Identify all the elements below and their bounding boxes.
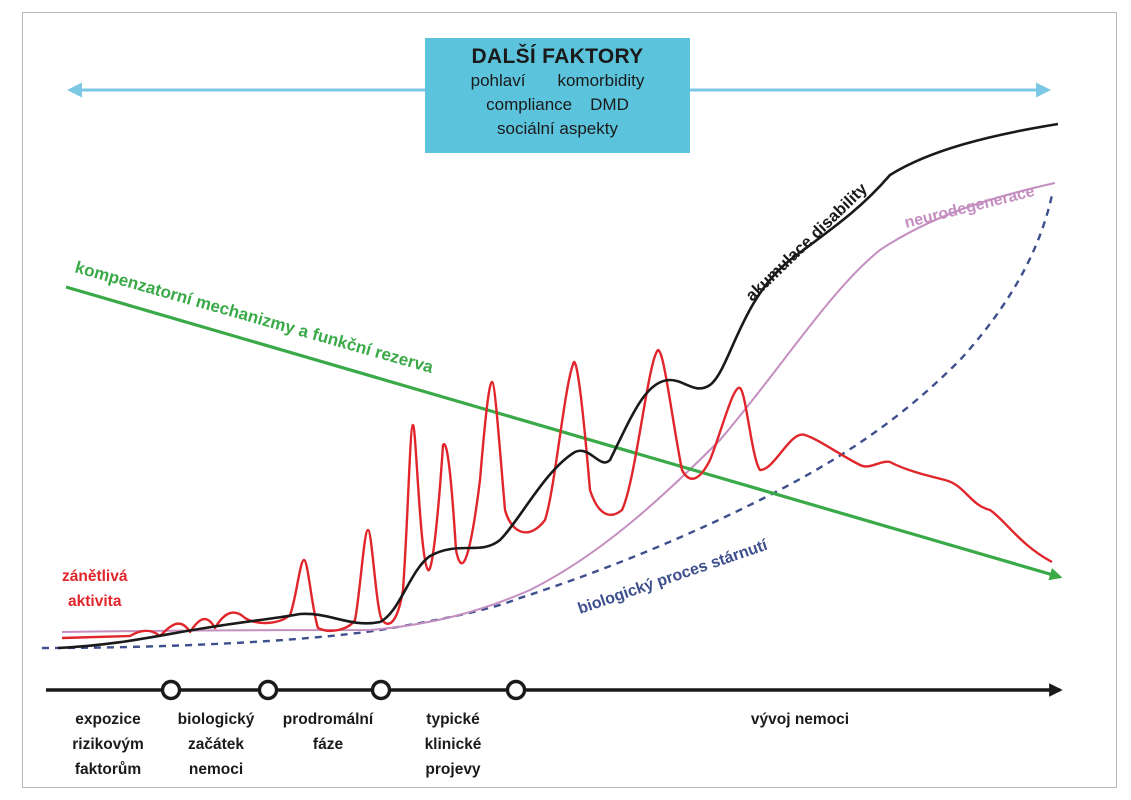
aging-label: biologický proces stárnutí xyxy=(576,537,770,618)
stage-label-line: rizikovým xyxy=(72,736,144,753)
disability-label: akumulace disability xyxy=(742,179,871,305)
factor-item: DMD xyxy=(590,95,629,114)
inflammation-label-line: aktivita xyxy=(68,593,122,610)
factors-box: DALŠÍ FAKTORY pohlaví komorbidity complia… xyxy=(425,38,690,153)
stage-label: typické klinické projevy xyxy=(408,707,498,782)
factors-title: DALŠÍ FAKTORY xyxy=(471,45,644,68)
stage-label-line: vývoj nemoci xyxy=(750,711,850,728)
factor-item: compliance xyxy=(486,95,573,114)
stage-label: biologický začátek nemoci xyxy=(166,707,266,782)
neurodegeneration-label: neurodegenerace xyxy=(903,183,1037,232)
timeline-marker xyxy=(505,679,527,701)
factor-item: pohlaví xyxy=(470,71,526,90)
stage-label-line: faktorům xyxy=(74,761,142,778)
aging-curve xyxy=(41,194,1054,650)
figure-frame xyxy=(22,12,1117,788)
compensation-line xyxy=(65,285,1063,581)
disability-curve xyxy=(57,122,1059,650)
inflammation-curve xyxy=(61,348,1053,640)
factors-row-3: sociální aspekty xyxy=(425,117,690,141)
stage-label-line: typické xyxy=(426,711,480,728)
inflammation-label-line: zánětlivá xyxy=(62,568,128,585)
stage-label: prodromální fáze xyxy=(268,707,388,757)
stage-label: vývoj nemoci xyxy=(720,707,880,732)
timeline-marker xyxy=(160,679,182,701)
compensation-label: kompenzatorní mechanizmy a funkční rezer… xyxy=(73,258,436,378)
factor-item: sociální aspekty xyxy=(497,119,618,138)
stage-label-line: nemoci xyxy=(188,761,244,778)
stage-label-line: projevy xyxy=(425,761,481,778)
factors-row-2: compliance DMD xyxy=(425,93,690,117)
factor-item: komorbidity xyxy=(557,71,645,90)
factors-row-1: pohlaví komorbidity xyxy=(425,69,690,93)
inflammation-label: zánětlivá aktivita xyxy=(62,564,127,614)
stage-label-line: fáze xyxy=(312,736,344,753)
stage-label-line: expozice xyxy=(75,711,141,728)
stage-label: expozice rizikovým faktorům xyxy=(58,707,158,782)
stage-label-line: biologický xyxy=(177,711,255,728)
timeline-marker xyxy=(257,679,279,701)
timeline-marker xyxy=(370,679,392,701)
neurodegeneration-curve xyxy=(61,182,1056,633)
stage-label-line: začátek xyxy=(187,736,244,753)
stage-label-line: prodromální xyxy=(282,711,374,728)
stage-label-line: klinické xyxy=(424,736,482,753)
